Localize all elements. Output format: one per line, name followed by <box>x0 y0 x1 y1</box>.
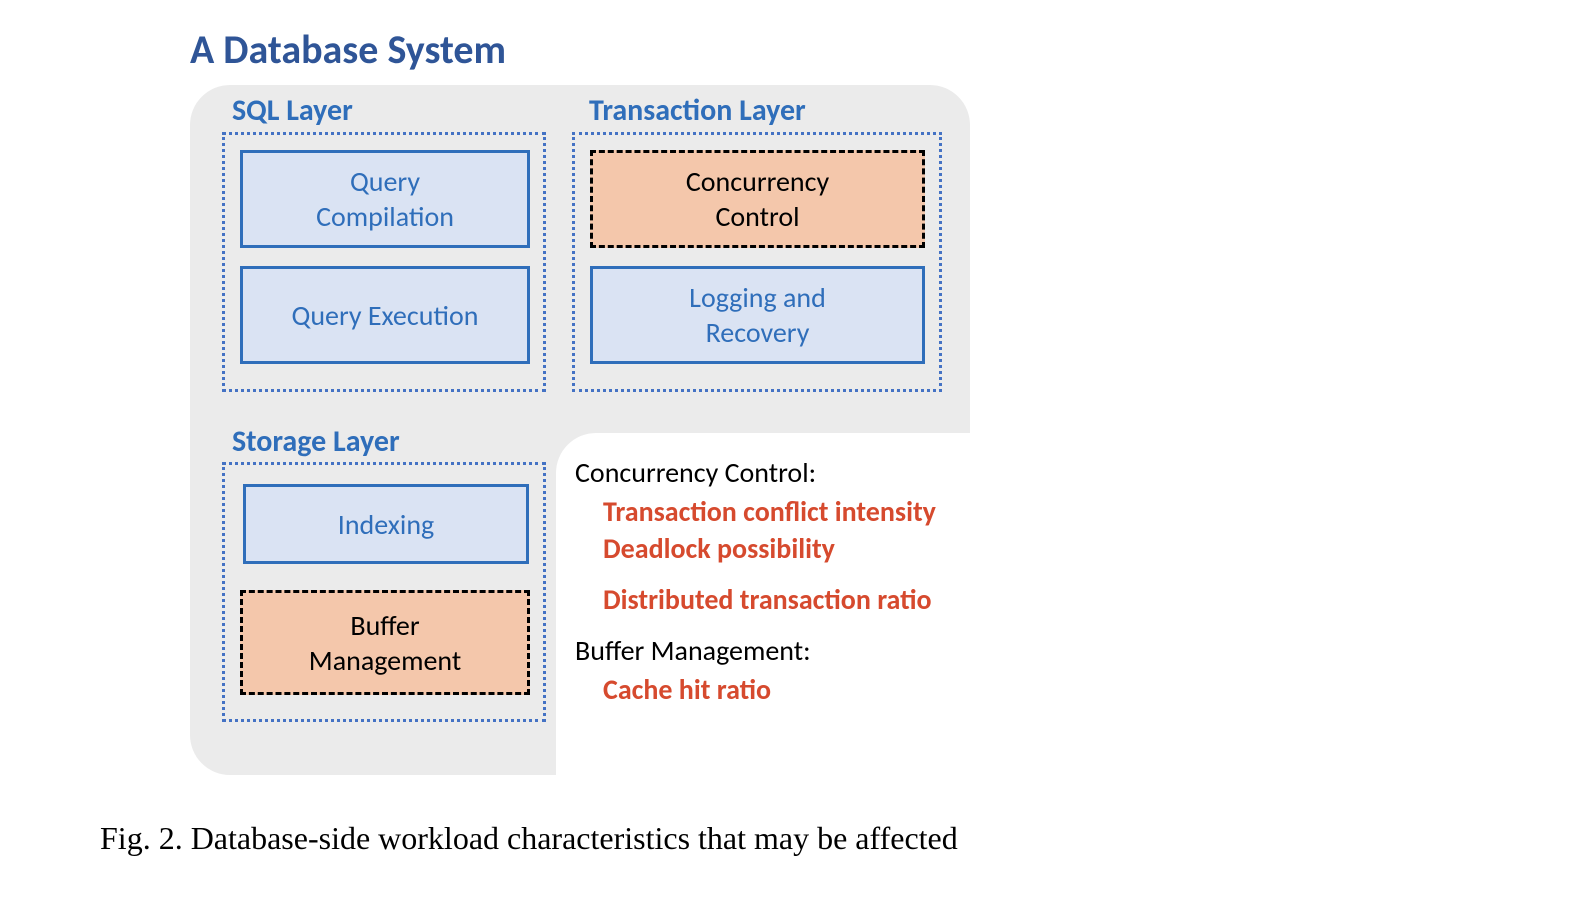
indexing-box: Indexing <box>243 484 529 564</box>
diagram-title: A Database System <box>190 25 506 74</box>
logging-recovery-box: Logging andRecovery <box>590 266 925 364</box>
sql-layer-title: SQL Layer <box>232 92 353 129</box>
anno-item-cache: Cache hit ratio <box>603 672 936 707</box>
anno-item-deadlock: Deadlock possibility <box>603 531 936 566</box>
indexing-label: Indexing <box>338 507 434 542</box>
transaction-layer-title: Transaction Layer <box>589 92 806 129</box>
anno-item-conflict: Transaction conflict intensity <box>603 494 936 529</box>
storage-layer-title: Storage Layer <box>232 423 400 460</box>
query-execution-box: Query Execution <box>240 266 530 364</box>
anno-header-buffer: Buffer Management: <box>575 633 936 668</box>
buffer-management-label: BufferManagement <box>309 608 461 678</box>
query-execution-label: Query Execution <box>291 298 478 333</box>
figure-caption: Fig. 2. Database-side workload character… <box>100 820 958 857</box>
query-compilation-label: QueryCompilation <box>316 164 454 234</box>
query-compilation-box: QueryCompilation <box>240 150 530 248</box>
annotations-block: Concurrency Control: Transaction conflic… <box>575 455 936 709</box>
anno-item-distributed: Distributed transaction ratio <box>603 582 936 617</box>
anno-header-concurrency: Concurrency Control: <box>575 455 936 490</box>
buffer-management-box: BufferManagement <box>240 590 530 695</box>
concurrency-control-box: ConcurrencyControl <box>590 150 925 248</box>
logging-recovery-label: Logging andRecovery <box>689 280 826 350</box>
concurrency-control-label: ConcurrencyControl <box>686 164 829 234</box>
